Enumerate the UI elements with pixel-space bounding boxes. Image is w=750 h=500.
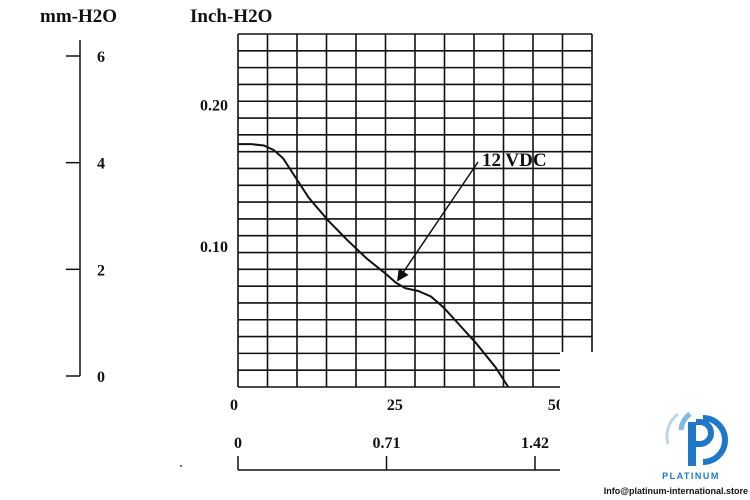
left-axis-tick-label: 6	[97, 49, 105, 66]
x-tick-label: 0	[230, 397, 238, 414]
grid	[237, 33, 593, 388]
platinum-logo: PLATINUM Info@platinum-international.sto…	[604, 411, 748, 496]
left-axis-tick-label: 0	[97, 369, 105, 386]
secondary-x-tick-label: 0	[234, 435, 242, 452]
annotation-arrow	[397, 161, 479, 282]
series-line-12vdc	[238, 143, 510, 388]
contact-email: Info@platinum-international.store	[604, 486, 748, 496]
y-tick-label: 0.20	[200, 98, 228, 115]
left-axis-tick-label: 4	[97, 156, 105, 173]
left-mm-axis: mm-H2O 6 4 2 0	[40, 6, 117, 386]
secondary-x-axis: 0 0.71 1.42	[234, 435, 563, 471]
main-plot-area: Inch-H2O 0.20 0.10 0 25 50 12 VDC	[190, 6, 593, 414]
left-axis-tick-label: 2	[97, 262, 105, 279]
secondary-x-tick-label: 1.42	[521, 435, 549, 452]
left-axis-unit-label: mm-H2O	[40, 6, 117, 27]
secondary-x-tick-label: 0.71	[373, 435, 401, 452]
y-axis-unit-label: Inch-H2O	[190, 6, 272, 27]
x-tick-label: 25	[387, 397, 403, 414]
x-tick-label: 50	[548, 397, 564, 414]
logo-wordmark: PLATINUM	[662, 471, 720, 481]
platinum-p-logo-icon	[665, 411, 728, 466]
annotation-label: 12 VDC	[482, 150, 547, 171]
stray-dot	[180, 465, 182, 467]
y-tick-label: 0.10	[200, 239, 228, 256]
